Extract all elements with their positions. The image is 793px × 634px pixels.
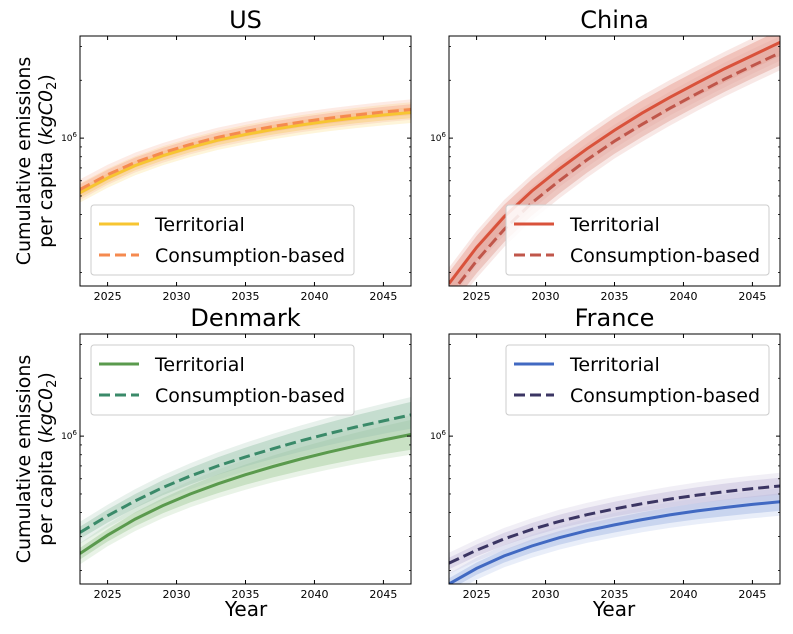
china-consumption-based-band [449,41,780,286]
x-tick-label: 2040 [300,588,328,601]
x-tick-label: 2040 [669,290,697,303]
us-consumption-based-outer-band [80,99,411,200]
x-tick-label: 2035 [601,588,629,601]
y-axis-label-top: per capita (kgC02) [35,74,60,248]
y-axis-label-top: Cumulative emissions [13,57,35,266]
x-tick-label: 2030 [532,588,560,601]
us-territorial-outer-band [80,102,411,203]
france-consumption-based-outer-band [449,472,780,575]
denmark-territorial-line [80,433,411,555]
x-axis-label-right: Year [592,597,636,621]
y-axis-label-bottom: Cumulative emissions [13,355,35,564]
x-tick-label: 2035 [601,290,629,303]
china-consumption-based-outer-band [449,36,780,286]
france-territorial-band [449,493,780,584]
us-consumption-based-line [80,108,411,191]
x-tick-label: 2045 [738,588,766,601]
x-tick-label: 2025 [463,290,491,303]
denmark-consumption-based-band [80,401,411,539]
us-territorial-line [80,111,411,195]
chart-france: 2025 2030 2035 2040 2045 106 France Territorial… [430,304,781,601]
x-tick-label: 2040 [300,290,328,303]
y-tick-label: 106 [430,429,446,442]
x-axis-label-left: Year [224,597,268,621]
legend-box [505,344,770,416]
x-tick-label: 2025 [463,588,491,601]
x-tick-label: 2035 [232,290,260,303]
plot-area [80,397,411,565]
x-tick-label: 2030 [163,588,191,601]
y-axis-label-bottom: per capita (kgC02) [35,372,60,546]
plot-area [449,472,780,584]
legend: Territorial Consumption-based [505,344,770,416]
legend-label: Consumption-based [570,245,760,267]
china-territorial-line [449,41,780,285]
legend: Territorial Consumption-based [505,204,770,276]
plot-area [449,36,780,286]
x-tick-label: 2025 [94,588,122,601]
legend-label: Territorial [154,214,245,236]
y-tick-label: 106 [61,429,77,442]
legend: Territorial Consumption-based [90,204,355,276]
legend-label: Territorial [569,214,660,236]
x-tick-label: 2025 [94,290,122,303]
france-consumption-based-band [449,477,780,570]
legend-label: Consumption-based [155,245,345,267]
x-tick-label: 2040 [669,588,697,601]
france-territorial-line [449,500,780,584]
x-tick-label: 2030 [532,290,560,303]
legend-box [90,204,355,276]
legend-box [90,344,355,416]
legend: Territorial Consumption-based [90,344,355,416]
x-tick-label: 2045 [738,290,766,303]
legend-label: Territorial [154,354,245,376]
chart-us: 2025 2030 2035 2040 2045 106 US Territorial Cons… [61,6,412,303]
plot-area [80,99,411,203]
legend-label: Consumption-based [155,385,345,407]
denmark-territorial-band [80,419,411,560]
chart-title: Denmark [190,304,300,332]
y-tick-label: 106 [61,131,77,144]
legend-label: Consumption-based [570,385,760,407]
chart-denmark: 2025 2030 2035 2040 2045 106 Denmark Territoria… [61,304,412,601]
chart-title: France [575,304,655,332]
china-consumption-based-line [455,51,780,286]
x-tick-label: 2045 [369,290,397,303]
x-tick-label: 2030 [163,290,191,303]
x-tick-label: 2035 [232,588,260,601]
chart-title: China [580,6,649,34]
denmark-consumption-based-outer-band [80,397,411,544]
legend-box [505,204,770,276]
legend-label: Territorial [569,354,660,376]
denmark-consumption-based-line [80,413,411,534]
chart-china: 2025 2030 2035 2040 2045 106 China Territorial C… [430,6,781,303]
chart-title: US [229,6,262,34]
y-tick-label: 106 [430,131,446,144]
x-tick-label: 2045 [369,588,397,601]
